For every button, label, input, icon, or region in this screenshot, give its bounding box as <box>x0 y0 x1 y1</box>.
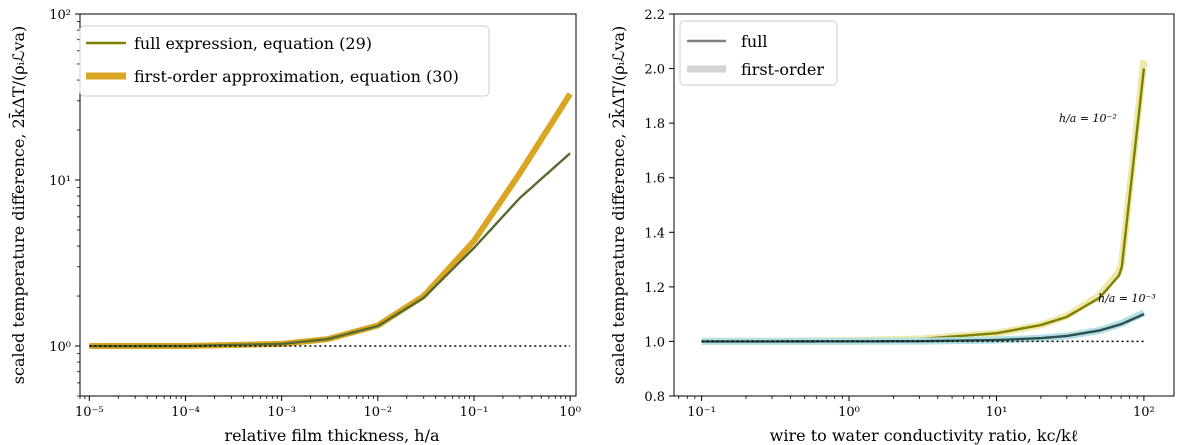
left-chart: 10⁻⁵ 10⁻⁴ 10⁻³ 10⁻² 10⁻¹ 10⁰ 10⁰ 10¹ 10² full ex… <box>7 8 582 445</box>
chart1-y-tick-label: 1.8 <box>644 117 665 132</box>
chart0-x-tick-label: 10⁻⁴ <box>171 405 200 420</box>
chart0-y-tick-label: 10¹ <box>49 174 71 189</box>
chart1-y-tick-label: 2.0 <box>644 63 665 78</box>
chart1-x-tick-label: 10¹ <box>986 405 1008 420</box>
right-legend-label-full: full <box>741 32 767 51</box>
right-legend: full first-order <box>679 20 838 86</box>
right-chart: 10⁻¹ 10⁰ 10¹ 10² 0.8 1.0 1.2 1.4 1.6 1.8 2.0 2.2 fu… <box>607 8 1175 445</box>
chart1-y-tick-label: 1.6 <box>644 172 665 187</box>
chart1-x-tick-label: 10² <box>1133 405 1155 420</box>
left-legend: full expression, equation (29) first-ord… <box>79 25 490 97</box>
chart1-series-0-line <box>700 60 1148 345</box>
right-legend-label-first-order: first-order <box>741 60 824 79</box>
left-legend-label-first-order: first-order approximation, equation (30) <box>134 67 459 86</box>
right-x-axis-label: wire to water conductivity ratio, kc/kℓ <box>770 426 1079 445</box>
left-plot-frame <box>79 13 577 397</box>
left-legend-box <box>79 25 490 97</box>
chart1-series-1-line <box>701 68 1146 343</box>
right-y-axis-label: scaled temperature difference, 2k̄ΔT/(ρᵢ… <box>607 26 628 384</box>
chart0-x-tick-label: 10⁰ <box>559 405 581 420</box>
right-annotation-h-a-1e-2: h/a = 10⁻² <box>1059 112 1117 125</box>
chart1-y-tick-label: 1.4 <box>644 226 665 241</box>
right-plot-frame <box>673 13 1175 397</box>
chart0-series-1-line <box>89 152 571 348</box>
chart1-y-tick-label: 2.2 <box>644 8 665 23</box>
chart1-y-tick-label: 1.0 <box>644 335 665 350</box>
chart1-x-tick-label: 10⁻¹ <box>687 405 716 420</box>
left-y-axis-label: scaled temperature difference, 2k̄ΔT/(ρᵢ… <box>7 26 28 384</box>
chart1-y-tick-label: 1.2 <box>644 281 665 296</box>
chart0-y-tick-label: 10⁰ <box>49 340 71 355</box>
left-x-axis-label: relative film thickness, h/a <box>224 426 440 445</box>
chart0-x-tick-label: 10⁻³ <box>267 405 296 420</box>
chart0-x-tick-label: 10⁻² <box>364 405 393 420</box>
chart1-y-tick-label: 0.8 <box>644 390 665 405</box>
chart0-x-tick-label: 10⁻¹ <box>460 405 489 420</box>
right-annotation-h-a-1e-3: h/a = 10⁻³ <box>1098 292 1156 305</box>
chart0-y-tick-label: 10² <box>49 8 71 23</box>
chart0-x-tick-label: 10⁻⁵ <box>75 405 104 420</box>
chart1-x-tick-label: 10⁰ <box>838 405 860 420</box>
left-legend-label-full: full expression, equation (29) <box>134 34 372 53</box>
